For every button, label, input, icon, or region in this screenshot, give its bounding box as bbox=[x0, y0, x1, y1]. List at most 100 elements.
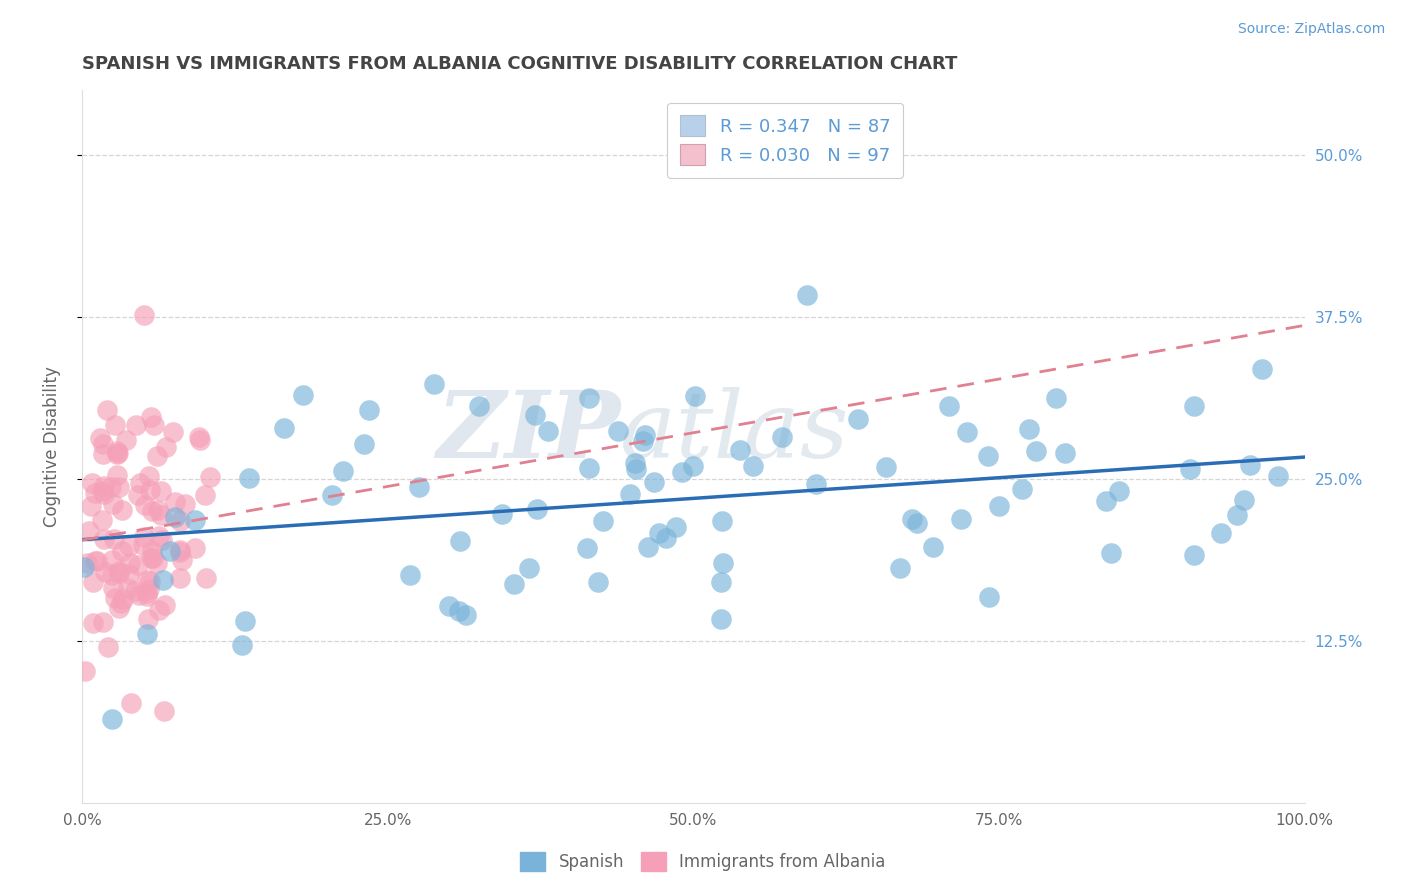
Point bbox=[139, 551, 162, 566]
Point bbox=[619, 487, 641, 501]
Point bbox=[187, 430, 209, 444]
Point bbox=[146, 556, 169, 570]
Point bbox=[136, 586, 159, 600]
Point bbox=[710, 612, 733, 626]
Point bbox=[128, 588, 150, 602]
Point bbox=[152, 533, 174, 548]
Point bbox=[710, 514, 733, 528]
Point bbox=[408, 480, 430, 494]
Point bbox=[141, 544, 163, 558]
Point bbox=[101, 711, 124, 725]
Point bbox=[77, 524, 100, 538]
Point bbox=[1095, 494, 1118, 508]
Point bbox=[194, 488, 217, 502]
Point bbox=[138, 483, 160, 497]
Point bbox=[148, 603, 170, 617]
Point bbox=[136, 573, 159, 587]
Point bbox=[100, 568, 122, 582]
Point bbox=[165, 510, 187, 524]
Point bbox=[806, 476, 828, 491]
Point bbox=[654, 531, 676, 545]
Point bbox=[132, 308, 155, 322]
Point bbox=[93, 487, 115, 501]
Point bbox=[107, 446, 129, 460]
Point bbox=[575, 541, 598, 555]
Point bbox=[607, 424, 630, 438]
Point bbox=[624, 461, 647, 475]
Point bbox=[195, 572, 218, 586]
Point bbox=[1025, 444, 1047, 458]
Point bbox=[91, 512, 114, 526]
Point bbox=[922, 540, 945, 554]
Point bbox=[449, 534, 471, 549]
Point bbox=[172, 552, 194, 566]
Point bbox=[665, 520, 688, 534]
Point bbox=[174, 498, 197, 512]
Point bbox=[977, 590, 1000, 604]
Point bbox=[103, 497, 125, 511]
Point bbox=[875, 459, 897, 474]
Point bbox=[103, 533, 125, 547]
Point bbox=[143, 418, 166, 433]
Point bbox=[146, 449, 169, 463]
Point bbox=[132, 530, 155, 544]
Point bbox=[741, 459, 763, 474]
Point bbox=[730, 442, 752, 457]
Point bbox=[359, 402, 381, 417]
Point bbox=[1053, 445, 1076, 459]
Point bbox=[502, 576, 524, 591]
Text: SPANISH VS IMMIGRANTS FROM ALBANIA COGNITIVE DISABILITY CORRELATION CHART: SPANISH VS IMMIGRANTS FROM ALBANIA COGNI… bbox=[82, 55, 957, 73]
Point bbox=[454, 608, 477, 623]
Text: atlas: atlas bbox=[620, 387, 849, 477]
Point bbox=[93, 532, 115, 546]
Point bbox=[1250, 362, 1272, 376]
Point bbox=[353, 437, 375, 451]
Point bbox=[104, 591, 127, 605]
Point bbox=[149, 508, 172, 523]
Point bbox=[977, 450, 1000, 464]
Point bbox=[134, 498, 156, 512]
Point bbox=[1108, 483, 1130, 498]
Point bbox=[124, 417, 146, 432]
Text: ZIP: ZIP bbox=[436, 387, 620, 477]
Point bbox=[136, 589, 159, 603]
Point bbox=[1233, 492, 1256, 507]
Point bbox=[118, 566, 141, 581]
Point bbox=[231, 638, 253, 652]
Point bbox=[578, 460, 600, 475]
Point bbox=[111, 544, 134, 558]
Point bbox=[82, 476, 104, 491]
Point bbox=[83, 554, 105, 568]
Point bbox=[423, 376, 446, 391]
Point bbox=[162, 425, 184, 439]
Point bbox=[80, 499, 103, 513]
Point bbox=[86, 553, 108, 567]
Point bbox=[1180, 462, 1202, 476]
Point bbox=[138, 469, 160, 483]
Point bbox=[439, 599, 461, 613]
Point bbox=[537, 425, 560, 439]
Point bbox=[711, 556, 734, 570]
Point bbox=[93, 565, 115, 579]
Point bbox=[770, 430, 793, 444]
Point bbox=[138, 582, 160, 597]
Point bbox=[169, 571, 191, 585]
Point bbox=[107, 480, 129, 494]
Point bbox=[128, 475, 150, 490]
Point bbox=[127, 488, 149, 502]
Point bbox=[112, 592, 135, 607]
Point bbox=[623, 456, 645, 470]
Point bbox=[105, 467, 128, 482]
Point bbox=[73, 664, 96, 678]
Point bbox=[90, 483, 112, 498]
Point bbox=[233, 614, 256, 628]
Point bbox=[131, 538, 153, 552]
Point bbox=[101, 553, 124, 567]
Point bbox=[901, 512, 924, 526]
Text: Source: ZipAtlas.com: Source: ZipAtlas.com bbox=[1237, 22, 1385, 37]
Point bbox=[169, 515, 191, 529]
Point bbox=[169, 545, 191, 559]
Point bbox=[291, 388, 314, 402]
Point bbox=[592, 514, 614, 528]
Point bbox=[141, 504, 163, 518]
